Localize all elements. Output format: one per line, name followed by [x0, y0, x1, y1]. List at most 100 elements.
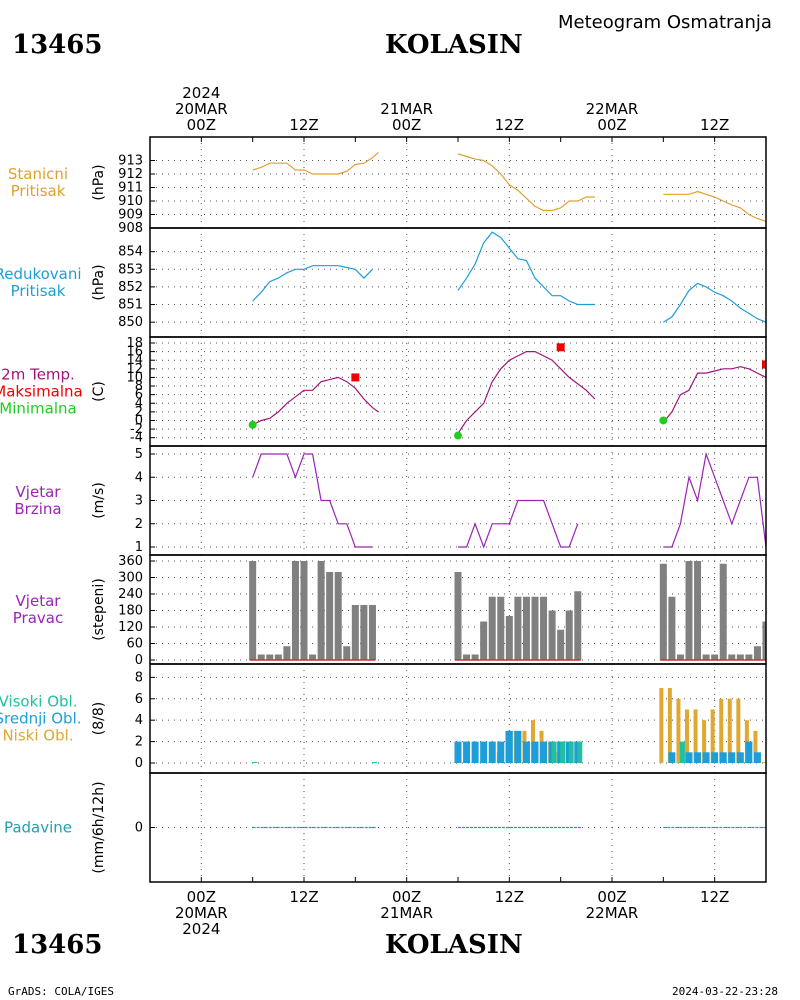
- bar-mid: [694, 752, 702, 763]
- bar-value: [257, 654, 265, 660]
- bar-value: [574, 591, 582, 660]
- bar-value: [326, 572, 334, 660]
- panel-plot-area: [252, 151, 766, 222]
- series-line: [662, 282, 766, 323]
- bar-mid: [728, 752, 736, 763]
- y-tick-label: -4: [130, 431, 143, 446]
- x-tick-bottom-label: 00Z: [392, 888, 421, 906]
- station-id-bottom: 13465: [12, 930, 103, 960]
- bar-value: [540, 596, 548, 660]
- bar-low: [762, 762, 766, 763]
- footer-right: 2024-03-22-23:28: [672, 985, 778, 998]
- y-axis-unit-label: (8/8): [91, 702, 107, 735]
- bar-high: [577, 741, 583, 763]
- series-line: [252, 453, 373, 548]
- bar-value: [291, 561, 299, 660]
- panel-precip: Padavine (mm/6h/12h) 0: [4, 772, 767, 883]
- bar-mid: [505, 730, 513, 763]
- bar-value: [780, 611, 787, 661]
- series-line: [457, 351, 596, 434]
- y-tick-label: 10: [126, 370, 143, 385]
- y-tick-label: 360: [118, 554, 143, 569]
- x-tick-top-label: 21MAR: [380, 100, 433, 118]
- y-tick-label: 850: [118, 315, 143, 330]
- panel-label: Redukovani: [0, 265, 82, 283]
- panel-label: Brzina: [14, 500, 61, 518]
- bar-value: [283, 646, 291, 660]
- bar-low: [659, 688, 664, 763]
- panel-label: Visoki Obl.: [0, 693, 77, 711]
- bar-high: [568, 741, 574, 763]
- y-tick-label: 852: [118, 280, 143, 295]
- bar-mid: [745, 741, 753, 763]
- series-line: [252, 376, 379, 426]
- bar-low: [736, 698, 741, 763]
- bar-value: [685, 561, 693, 660]
- bar-mid: [668, 752, 676, 763]
- station-name-top: KOLASIN: [385, 30, 523, 60]
- panel-frame: [149, 336, 767, 447]
- y-tick-label: 913: [118, 154, 143, 169]
- panel-frame: [149, 227, 767, 338]
- series-line: [457, 231, 595, 306]
- series-line: [252, 265, 373, 302]
- panel-plot-area: [252, 688, 775, 763]
- bar-mid: [514, 730, 522, 763]
- bar-mid: [522, 741, 530, 763]
- bar-high: [551, 741, 557, 763]
- bar-high: [560, 741, 566, 763]
- bar-mid: [454, 741, 462, 763]
- y-tick-label: 853: [118, 262, 143, 277]
- footer-left: GrADS: COLA/IGES: [8, 985, 114, 998]
- y-tick-label: 908: [118, 221, 143, 236]
- bar-mid: [463, 741, 471, 763]
- bar-value: [360, 605, 368, 660]
- panel-label: Niski Obl.: [2, 727, 73, 745]
- y-tick-label: 910: [118, 194, 143, 209]
- bar-value: [753, 646, 761, 660]
- x-tick-top-label: 00Z: [597, 116, 626, 134]
- bar-value: [454, 572, 462, 660]
- bar-low: [771, 762, 775, 763]
- y-tick-label: 120: [118, 620, 143, 635]
- panel-label: 2m Temp.: [1, 366, 75, 384]
- y-tick-label: 180: [118, 604, 143, 619]
- x-tick-bottom-label: 22MAR: [586, 904, 639, 922]
- bar-value: [694, 561, 702, 660]
- tmin-marker: [454, 431, 462, 440]
- y-axis-unit-label: (hPa): [91, 164, 107, 200]
- y-tick-label: 18: [126, 336, 143, 351]
- bar-value: [300, 561, 308, 660]
- tmax-marker: [762, 360, 766, 369]
- y-tick-label: 1: [135, 540, 143, 555]
- x-tick-top-label: 22MAR: [586, 100, 639, 118]
- bar-value: [745, 654, 753, 660]
- y-tick-label: 854: [118, 245, 143, 260]
- y-tick-label: 851: [118, 298, 143, 313]
- panel-label: Vjetar: [16, 592, 62, 610]
- panel-label: Padavine: [4, 819, 72, 837]
- series-line: [458, 499, 579, 549]
- bar-mid: [702, 752, 710, 763]
- x-tick-top-label: 12Z: [495, 116, 524, 134]
- bar-mid: [711, 752, 719, 763]
- bar-mid: [531, 741, 539, 763]
- y-tick-label: 0: [135, 756, 143, 771]
- y-tick-label: 300: [118, 571, 143, 586]
- bar-high: [679, 741, 685, 763]
- panel-plot-area: [248, 343, 766, 440]
- tmax-marker: [351, 373, 360, 382]
- y-tick-label: 4: [135, 396, 143, 411]
- y-tick-label: 16: [126, 345, 143, 360]
- bar-value: [334, 572, 342, 660]
- bar-mid: [471, 741, 479, 763]
- panel-label: Maksimalna: [0, 383, 83, 401]
- bar-value: [505, 616, 513, 660]
- bar-mid: [480, 741, 488, 763]
